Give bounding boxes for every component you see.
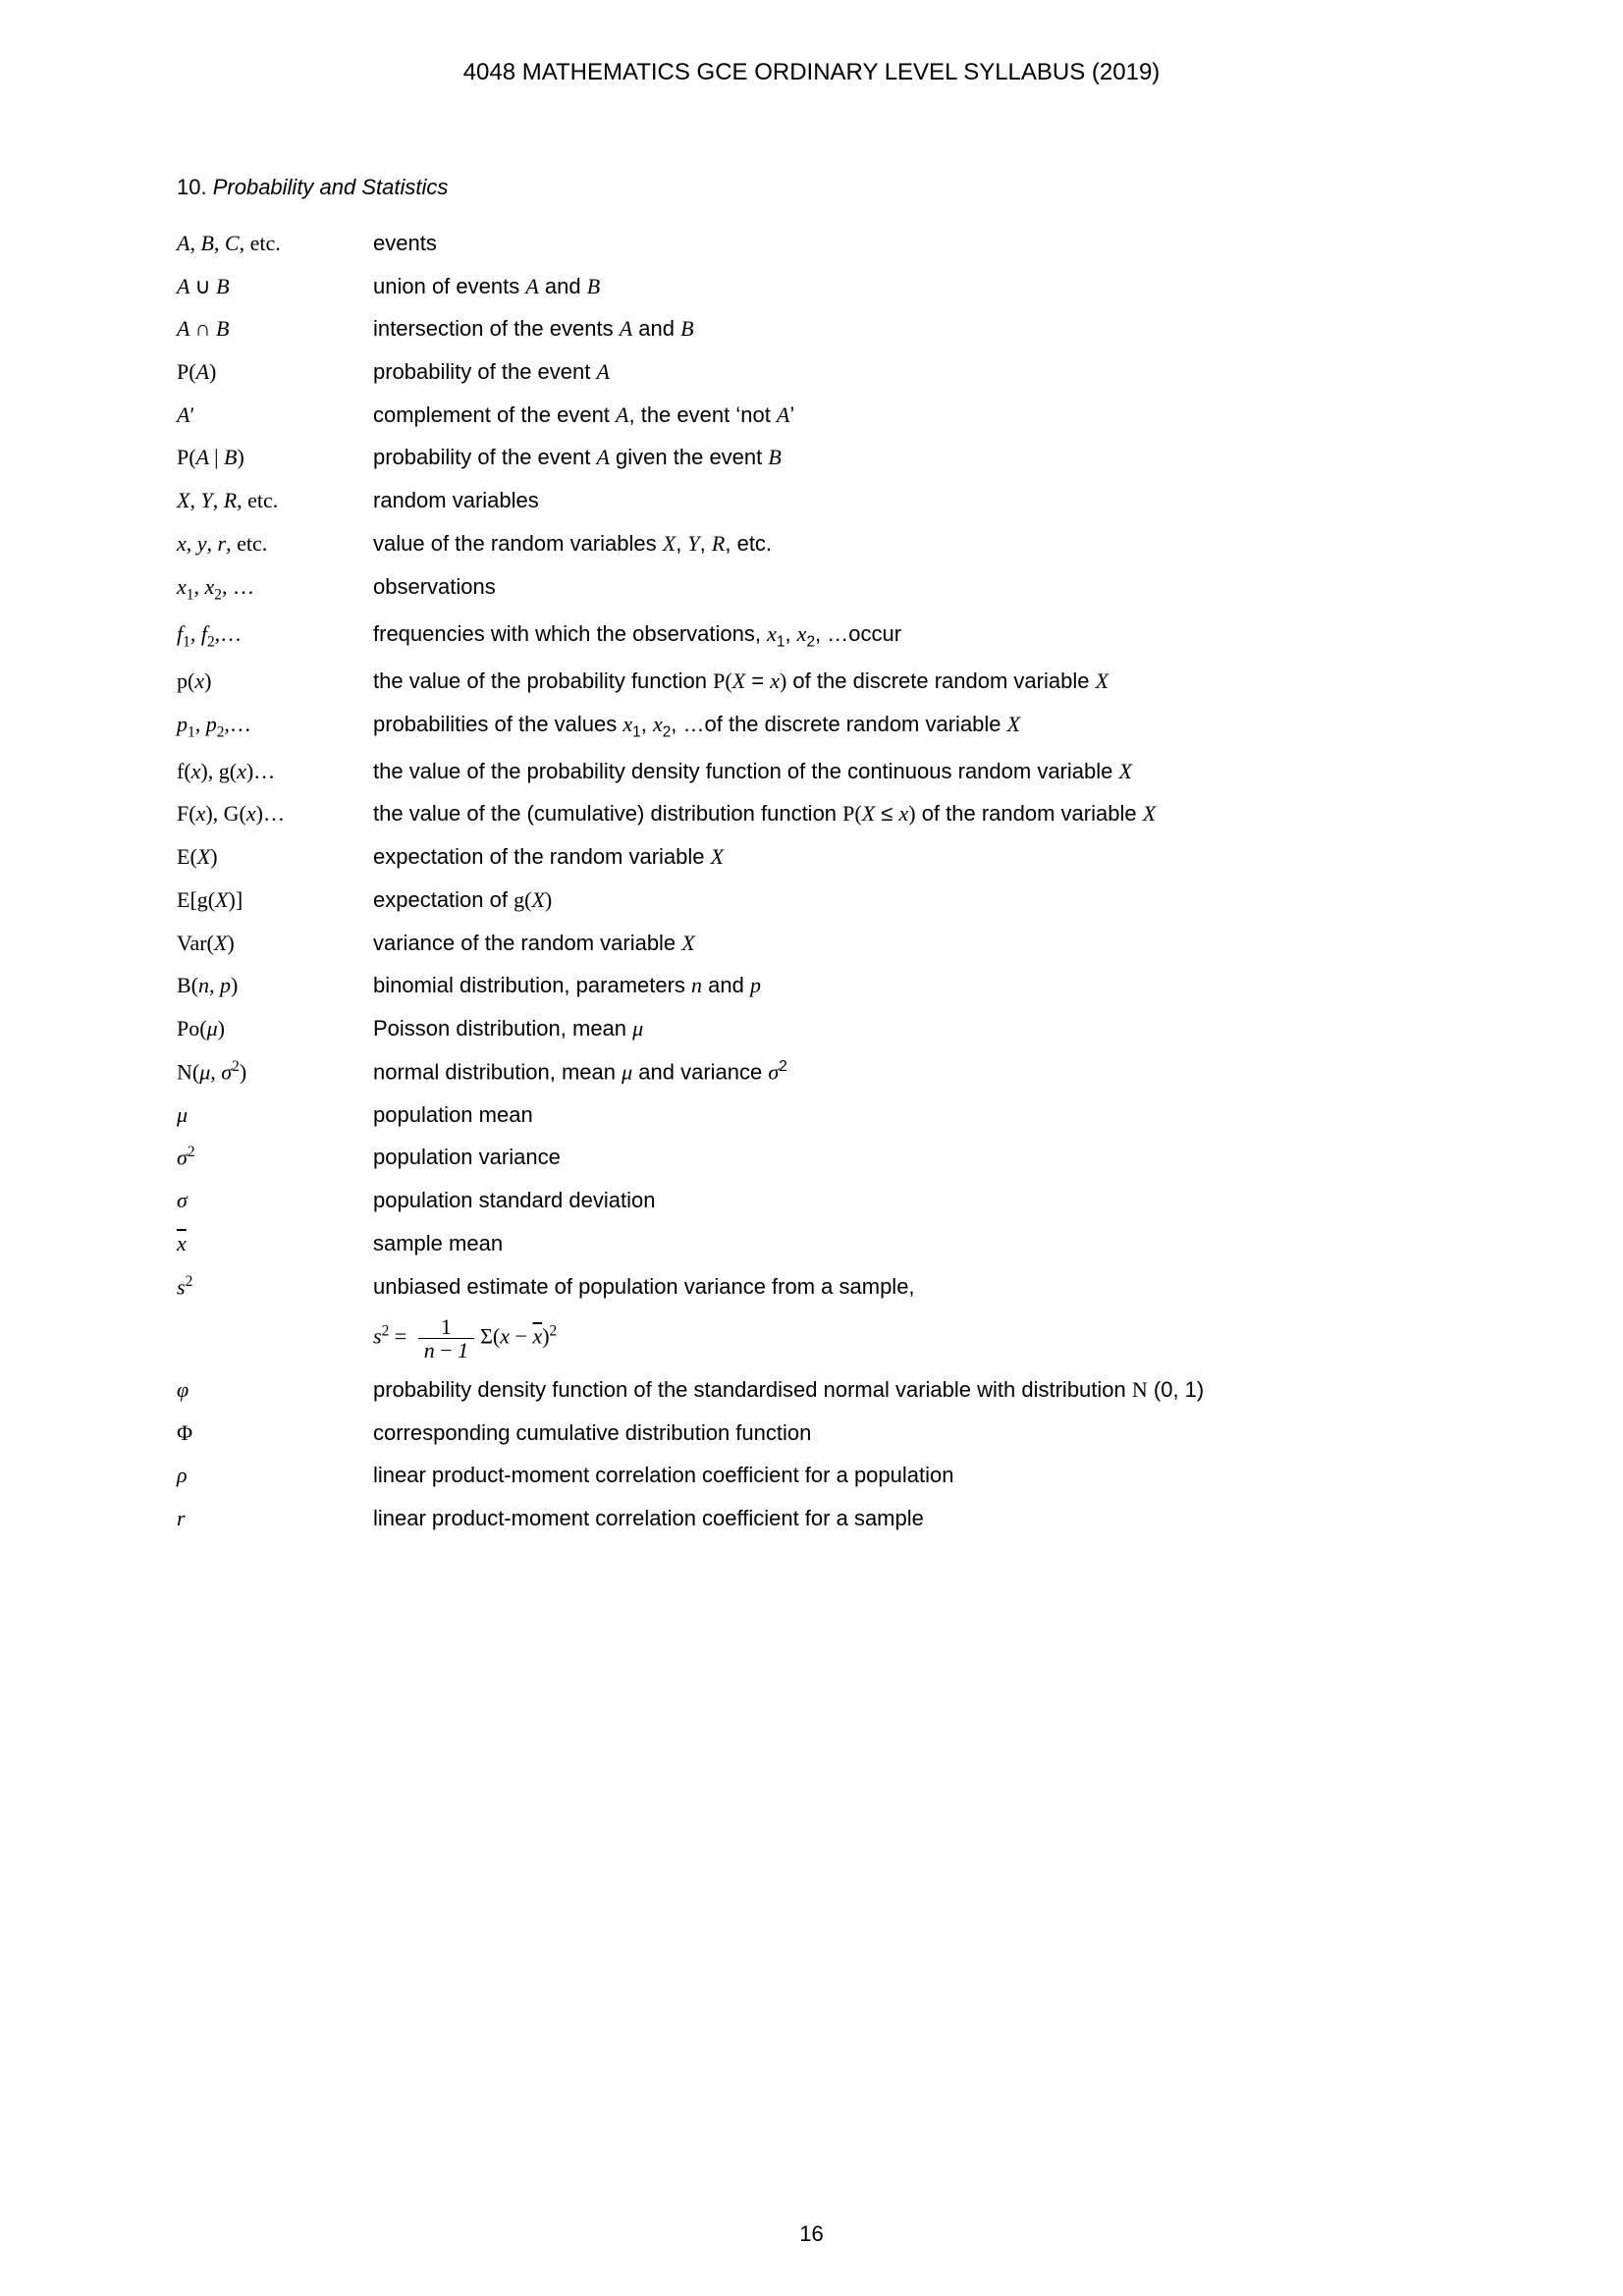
symbol-cell: B(n, p) — [177, 964, 373, 1007]
table-row: p(x)the value of the probability functio… — [177, 660, 1446, 703]
description-cell: population standard deviation — [373, 1179, 1446, 1222]
description-cell: corresponding cumulative distribution fu… — [373, 1412, 1446, 1455]
symbol-cell: P(A | B) — [177, 436, 373, 479]
section-name: Probability and Statistics — [213, 175, 449, 199]
symbol-cell: A ∪ B — [177, 265, 373, 308]
description-cell: population mean — [373, 1094, 1446, 1137]
symbol-cell: σ2 — [177, 1136, 373, 1179]
table-row: ρlinear product-moment correlation coeff… — [177, 1454, 1446, 1497]
symbol-cell: E(X) — [177, 835, 373, 879]
symbol-cell: x — [177, 1222, 373, 1265]
table-row: N(μ, σ2)normal distribution, mean μ and … — [177, 1050, 1446, 1094]
description-cell: linear product-moment correlation coeffi… — [373, 1454, 1446, 1497]
description-cell: the value of the probability density fun… — [373, 750, 1446, 793]
symbol-cell: s2 — [177, 1265, 373, 1308]
table-row: E(X)expectation of the random variable X — [177, 835, 1446, 879]
table-row: X, Y, R, etc.random variables — [177, 479, 1446, 522]
symbol-cell: A ∩ B — [177, 307, 373, 350]
table-row: Φcorresponding cumulative distribution f… — [177, 1412, 1446, 1455]
description-cell: normal distribution, mean μ and variance… — [373, 1050, 1446, 1094]
table-row: Var(X)variance of the random variable X — [177, 922, 1446, 965]
description-cell: linear product-moment correlation coeffi… — [373, 1497, 1446, 1540]
formula-row: s2 = 1n − 1Σ(x − x)2 — [177, 1308, 1446, 1368]
table-row: x1, x2, …observations — [177, 565, 1446, 613]
table-row: A′complement of the event A, the event ‘… — [177, 394, 1446, 437]
description-cell: observations — [373, 565, 1446, 613]
symbol-cell: p1, p2,… — [177, 703, 373, 750]
page-number: 16 — [0, 2221, 1623, 2247]
table-row: E[g(X)]expectation of g(X) — [177, 879, 1446, 922]
section-title: 10. Probability and Statistics — [177, 175, 1446, 200]
symbol-cell: φ — [177, 1368, 373, 1412]
description-cell: Poisson distribution, mean μ — [373, 1007, 1446, 1050]
description-cell: population variance — [373, 1136, 1446, 1179]
table-row: σpopulation standard deviation — [177, 1179, 1446, 1222]
description-cell: variance of the random variable X — [373, 922, 1446, 965]
symbol-cell: A′ — [177, 394, 373, 437]
symbol-cell: F(x), G(x)… — [177, 792, 373, 835]
table-row: x, y, r, etc.value of the random variabl… — [177, 522, 1446, 565]
section-number: 10. — [177, 175, 207, 199]
description-cell: expectation of g(X) — [373, 879, 1446, 922]
formula-cell: s2 = 1n − 1Σ(x − x)2 — [373, 1308, 1446, 1368]
description-cell: probability of the event A — [373, 350, 1446, 394]
description-cell: the value of the (cumulative) distributi… — [373, 792, 1446, 835]
table-row: σ2population variance — [177, 1136, 1446, 1179]
symbol-cell: Var(X) — [177, 922, 373, 965]
table-row: B(n, p)binomial distribution, parameters… — [177, 964, 1446, 1007]
table-row: f(x), g(x)…the value of the probability … — [177, 750, 1446, 793]
table-row: rlinear product-moment correlation coeff… — [177, 1497, 1446, 1540]
description-cell: complement of the event A, the event ‘no… — [373, 394, 1446, 437]
description-cell: union of events A and B — [373, 265, 1446, 308]
table-row: xsample mean — [177, 1222, 1446, 1265]
page-header: 4048 MATHEMATICS GCE ORDINARY LEVEL SYLL… — [177, 59, 1446, 86]
symbol-cell: N(μ, σ2) — [177, 1050, 373, 1094]
symbol-cell: A, B, C, etc. — [177, 222, 373, 265]
symbol-cell: Φ — [177, 1412, 373, 1455]
description-cell: probabilities of the values x1, x2, …of … — [373, 703, 1446, 750]
symbol-cell: f(x), g(x)… — [177, 750, 373, 793]
table-row: μpopulation mean — [177, 1094, 1446, 1137]
description-cell: sample mean — [373, 1222, 1446, 1265]
description-cell: expectation of the random variable X — [373, 835, 1446, 879]
symbol-cell: f1, f2,… — [177, 613, 373, 660]
symbol-cell: x1, x2, … — [177, 565, 373, 613]
table-row: A, B, C, etc.events — [177, 222, 1446, 265]
table-row: F(x), G(x)…the value of the (cumulative)… — [177, 792, 1446, 835]
table-row: P(A | B)probability of the event A given… — [177, 436, 1446, 479]
description-cell: intersection of the events A and B — [373, 307, 1446, 350]
description-cell: unbiased estimate of population variance… — [373, 1265, 1446, 1308]
symbol-cell: μ — [177, 1094, 373, 1137]
symbol-cell: r — [177, 1497, 373, 1540]
table-row: A ∩ Bintersection of the events A and B — [177, 307, 1446, 350]
symbol-cell: p(x) — [177, 660, 373, 703]
symbol-cell: Po(μ) — [177, 1007, 373, 1050]
table-row: φprobability density function of the sta… — [177, 1368, 1446, 1412]
table-row: P(A)probability of the event A — [177, 350, 1446, 394]
symbol-cell: x, y, r, etc. — [177, 522, 373, 565]
symbol-cell: ρ — [177, 1454, 373, 1497]
description-cell: probability density function of the stan… — [373, 1368, 1446, 1412]
symbol-cell: P(A) — [177, 350, 373, 394]
table-row: A ∪ Bunion of events A and B — [177, 265, 1446, 308]
table-row: f1, f2,…frequencies with which the obser… — [177, 613, 1446, 660]
description-cell: probability of the event A given the eve… — [373, 436, 1446, 479]
table-row: s2unbiased estimate of population varian… — [177, 1265, 1446, 1308]
symbol-cell: σ — [177, 1179, 373, 1222]
description-cell: random variables — [373, 479, 1446, 522]
notation-table: A, B, C, etc.eventsA ∪ Bunion of events … — [177, 222, 1446, 1540]
description-cell: value of the random variables X, Y, R, e… — [373, 522, 1446, 565]
symbol-cell: E[g(X)] — [177, 879, 373, 922]
description-cell: frequencies with which the observations,… — [373, 613, 1446, 660]
description-cell: the value of the probability function P(… — [373, 660, 1446, 703]
description-cell: binomial distribution, parameters n and … — [373, 964, 1446, 1007]
symbol-cell: X, Y, R, etc. — [177, 479, 373, 522]
table-row: p1, p2,…probabilities of the values x1, … — [177, 703, 1446, 750]
description-cell: events — [373, 222, 1446, 265]
table-row: Po(μ)Poisson distribution, mean μ — [177, 1007, 1446, 1050]
notation-body: A, B, C, etc.eventsA ∪ Bunion of events … — [177, 222, 1446, 1540]
